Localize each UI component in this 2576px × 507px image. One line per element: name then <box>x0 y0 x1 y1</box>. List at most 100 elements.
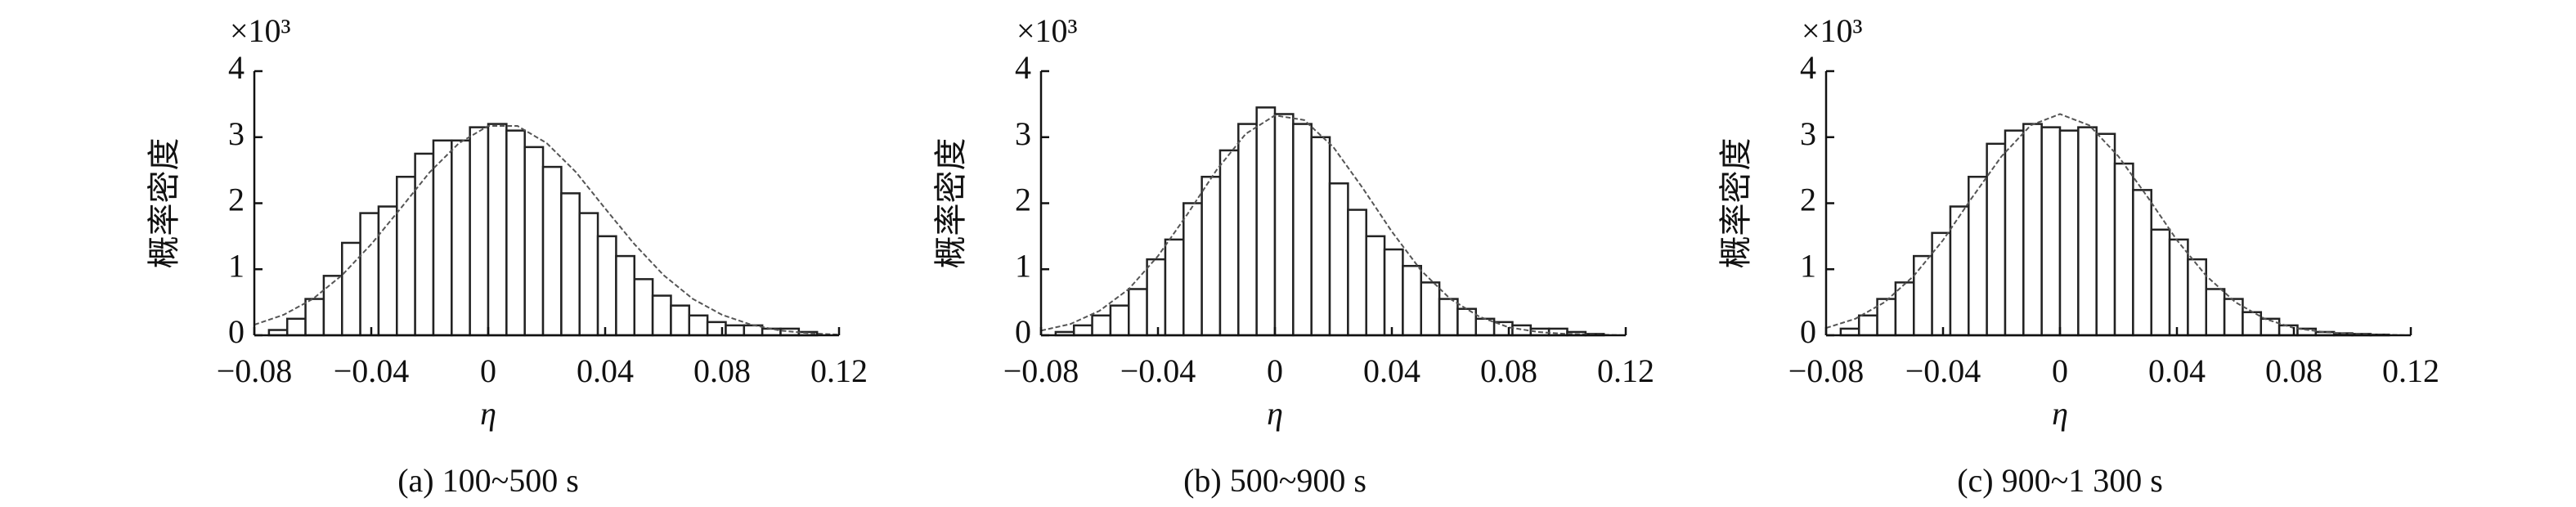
bar <box>1328 182 1349 337</box>
x-tick-label: 0.04 <box>1363 352 1420 389</box>
panel: −0.08 −0.04 0 0.04 0.08 0.12 0 1 2 3 4×10³ η 概率密度 (b)… <box>932 12 1654 499</box>
bar <box>377 205 398 337</box>
y-tick-label: 3 <box>228 115 245 152</box>
fit-curve <box>254 125 840 336</box>
x-axis-label: η <box>2052 395 2068 432</box>
bar <box>451 139 471 337</box>
bar <box>487 123 508 337</box>
bar <box>2040 126 2062 337</box>
bar <box>670 304 691 337</box>
bar <box>505 129 526 337</box>
bar <box>1931 231 1952 337</box>
x-tick-label: 0.12 <box>1597 352 1654 389</box>
bar <box>1383 248 1404 337</box>
x-axis-label: η <box>1267 395 1283 432</box>
bar <box>1218 149 1240 337</box>
bar <box>1310 136 1331 337</box>
bar <box>1347 209 1367 337</box>
y-axis-label: 概率密度 <box>932 138 970 269</box>
x-tick-label: −0.08 <box>1788 352 1865 389</box>
bar <box>560 192 581 337</box>
x-tick-label: 0 <box>480 352 496 389</box>
bar <box>523 146 545 337</box>
bar <box>432 139 453 337</box>
bar <box>1949 205 1970 337</box>
bar <box>1146 258 1167 337</box>
bar <box>1420 281 1441 337</box>
y-scale-label: ×10³ <box>230 12 291 49</box>
bar <box>1292 123 1313 337</box>
y-tick-label: 3 <box>1800 115 1816 152</box>
bar <box>2022 123 2043 337</box>
bar <box>1438 298 1459 337</box>
x-tick-label: 0 <box>1267 352 1283 389</box>
bar <box>1128 288 1148 337</box>
bar <box>743 324 764 337</box>
bar <box>1237 123 1258 337</box>
y-axis-label: 概率密度 <box>146 138 183 269</box>
panel: −0.08 −0.04 0 0.04 0.08 0.12 0 1 2 3 4×10³ η 概率密度 (c)… <box>1717 12 2439 499</box>
bar <box>359 212 380 337</box>
y-tick-label: 2 <box>228 182 245 218</box>
y-tick-label: 4 <box>1015 49 1031 86</box>
y-tick-label: 0 <box>1800 313 1816 350</box>
y-axis-label: 概率密度 <box>1717 138 1755 269</box>
y-scale-label: ×10³ <box>1802 12 1863 49</box>
y-tick-label: 2 <box>1800 182 1816 218</box>
bar <box>1968 175 1988 337</box>
bar <box>2113 162 2134 337</box>
y-tick-label: 4 <box>228 49 245 86</box>
x-tick-label: 0.08 <box>2265 352 2322 389</box>
fit-curve <box>1825 113 2412 336</box>
bar <box>1109 304 1130 337</box>
bar <box>2058 129 2080 337</box>
bar <box>541 165 563 337</box>
x-tick-label: −0.04 <box>1120 352 1196 389</box>
bar <box>725 324 746 337</box>
bar <box>688 314 709 337</box>
y-tick-label: 1 <box>1015 247 1031 284</box>
y-scale-label: ×10³ <box>1016 12 1078 49</box>
x-tick-label: 0.12 <box>2382 352 2439 389</box>
bar <box>1072 324 1093 337</box>
bar <box>341 241 361 337</box>
y-tick-label: 2 <box>1015 182 1031 218</box>
bar <box>2004 129 2025 337</box>
bar <box>1255 106 1277 337</box>
y-tick-label: 0 <box>228 313 245 350</box>
fit-curve <box>1040 114 1627 336</box>
y-tick-label: 4 <box>1800 49 1816 86</box>
caption: (b) 500~900 s <box>1183 462 1367 499</box>
bar <box>1183 202 1203 337</box>
y-tick-label: 0 <box>1015 313 1031 350</box>
caption: (a) 100~500 s <box>397 462 579 499</box>
caption: (c) 900~1 300 s <box>1957 462 2163 499</box>
bar <box>1164 238 1185 337</box>
bar <box>578 212 599 337</box>
x-tick-label: 0.08 <box>1480 352 1537 389</box>
bar <box>2150 228 2171 337</box>
bar <box>596 235 617 337</box>
x-tick-label: −0.08 <box>217 352 293 389</box>
x-axis-label: η <box>480 395 496 432</box>
y-tick-label: 1 <box>228 247 245 284</box>
y-tick-label: 3 <box>1015 115 1031 152</box>
bar <box>1365 235 1386 337</box>
bar <box>615 254 635 337</box>
bar <box>633 278 654 337</box>
y-tick-label: 1 <box>1800 247 1816 284</box>
x-tick-label: −0.04 <box>334 352 410 389</box>
bar <box>2168 238 2189 337</box>
panel: −0.08 −0.04 0 0.04 0.08 0.12 0 1 2 3 4×10³ η 概率密度 (a)… <box>146 12 868 499</box>
bar <box>2132 189 2152 337</box>
bar <box>651 294 672 337</box>
x-tick-label: 0.08 <box>693 352 751 389</box>
bar <box>285 317 307 337</box>
bar <box>1273 113 1295 337</box>
bar <box>2205 288 2226 337</box>
bar <box>2077 126 2098 337</box>
bar <box>414 152 435 337</box>
bar <box>1456 307 1478 337</box>
bar <box>304 298 325 337</box>
